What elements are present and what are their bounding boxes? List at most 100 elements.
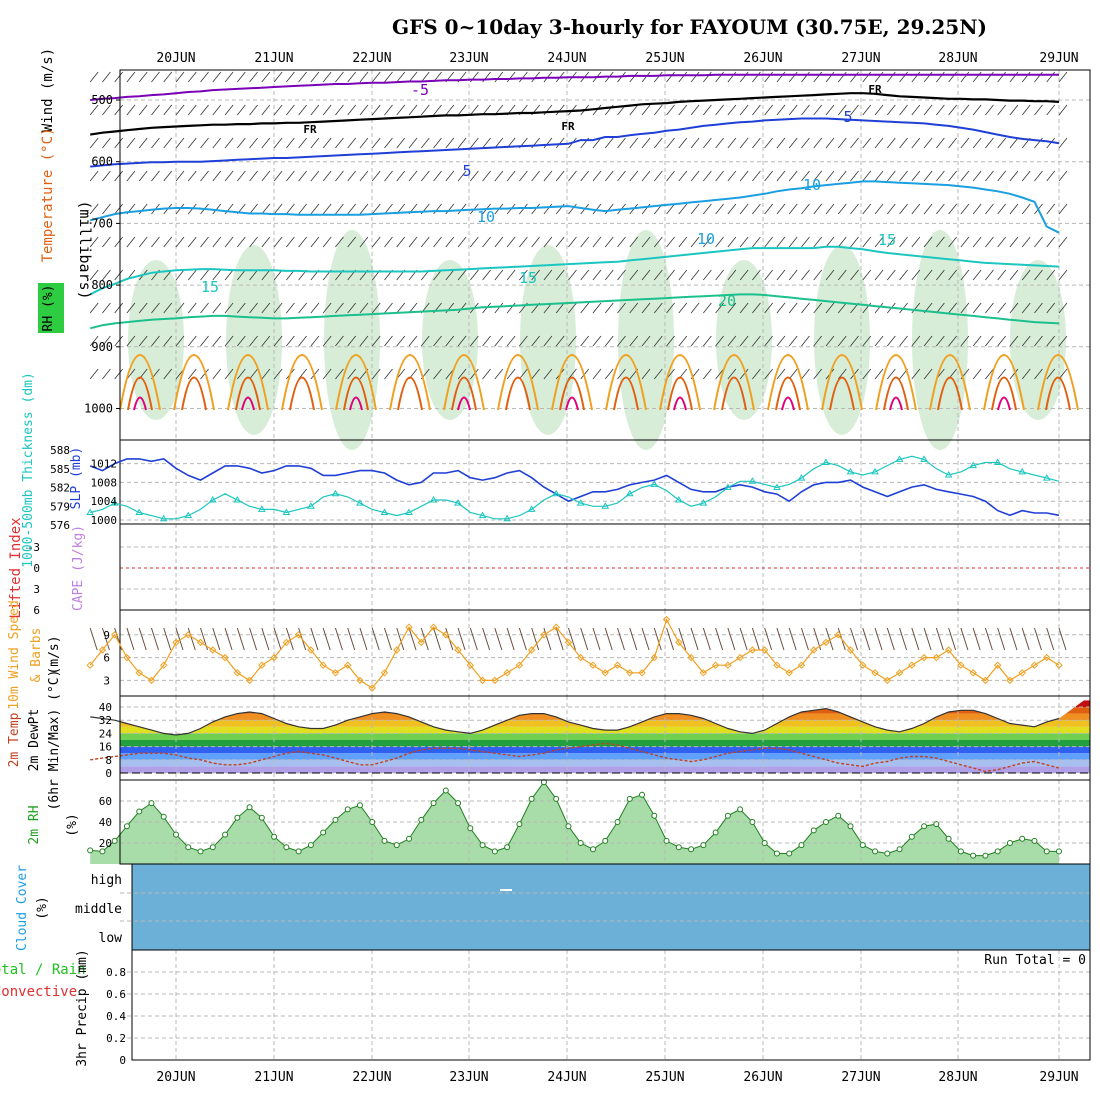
wind-barb [788,269,798,281]
wind-barb [690,269,700,281]
wind-barb [543,104,553,116]
wind-barb [739,170,749,182]
rh-shading [1010,260,1066,420]
wind-barb [837,236,847,248]
wind-speed-marker [503,669,511,677]
wind-speed-marker [1030,661,1039,669]
wind-barb [972,236,982,248]
wind-barb [899,335,908,347]
rh-marker [344,806,351,813]
wind-barb [273,627,282,651]
rh-marker [589,846,596,853]
wind-barb [678,104,688,116]
wind-barb [886,170,896,182]
wind-barb [580,335,590,347]
wind-barb [1058,137,1068,149]
wind-barb [163,335,173,347]
wind-barb [89,71,99,83]
wind-barb [408,627,417,651]
x-tick-label-top: 29JUN [1039,51,1078,66]
wind-barb [212,104,222,116]
rh-marker [724,812,731,819]
wind-speed-marker [282,638,291,647]
wind-barb [1058,170,1068,182]
x-tick-label-top: 27JUN [841,51,880,66]
wind-barb [1046,627,1055,651]
wind-barb [187,170,197,182]
y-tick-label: low [99,931,123,946]
wind-barb [948,627,957,651]
contour-line [1045,376,1071,411]
wind-speed-marker [221,653,229,662]
wind-speed-marker [86,661,94,669]
y-tick-label: 20 [99,837,112,850]
wind-barb [751,627,760,651]
y-tick-label: 60 [99,795,112,808]
wind-barb [102,335,111,347]
x-tick-label-bottom: 28JUN [938,1070,977,1085]
wind-barb [641,368,651,380]
wind-barb [985,104,994,116]
wind-barb [617,236,626,248]
wind-barb [457,104,467,116]
contour-line [505,376,531,411]
wind-barb [936,269,945,281]
wind-barb [862,368,872,380]
wind-barb [236,627,245,651]
wind-barb [641,627,650,651]
temperature-axis-label: (6hr Min/Max) (°C) [47,670,62,811]
wind-barb [727,137,737,149]
wind-barb [396,335,406,347]
wind-barb [1034,71,1043,83]
wind-barb [114,368,123,380]
wind-barb [862,137,872,149]
wind-barb [715,137,724,149]
wind-barb [445,104,455,116]
wind-barb [102,203,111,215]
wind-barb [555,627,564,651]
wind-barb [1021,236,1031,248]
wind-barb [322,368,332,380]
wind-barb [102,368,111,380]
wind-barb [420,236,430,248]
thickness-marker [233,496,242,503]
contour-line [451,376,477,411]
rh-area [90,782,1060,864]
wind-speed-marker [895,669,904,677]
x-tick-label-top: 25JUN [645,51,684,66]
wind-barb [322,71,332,83]
wind-barb [89,335,99,347]
wind-barb [617,302,626,314]
wind-barb [249,71,258,83]
wind-barb [384,203,393,215]
contour-line [241,396,255,411]
wind-barb [298,71,307,83]
y-tick-label: 40 [99,701,112,714]
wind-speed-marker [846,646,855,654]
wind-barb [936,335,945,347]
wind-barb [678,71,688,83]
contour-line [497,354,539,411]
wind-speed-marker [699,669,708,677]
x-tick-label-top: 21JUN [254,51,293,66]
wind-barb [911,236,921,248]
wind-barb [187,335,197,347]
wind-barb [420,104,430,116]
wind-speed-marker [515,661,524,669]
contour-line [443,354,485,411]
wind-barb [960,236,970,248]
wind-barb [739,368,749,380]
wind-barb [101,627,110,651]
wind-barb [433,104,442,116]
wind-barb [273,203,283,215]
wind-barb [813,302,823,314]
wind-barb [641,335,651,347]
temperature-band [120,733,1090,740]
wind-barb [629,137,639,149]
contour-line [997,396,1011,411]
wind-barb [347,104,357,116]
wind-barb [568,368,577,380]
wind-barb [936,170,945,182]
wind-barb [175,269,185,281]
wind-barb [371,368,381,380]
